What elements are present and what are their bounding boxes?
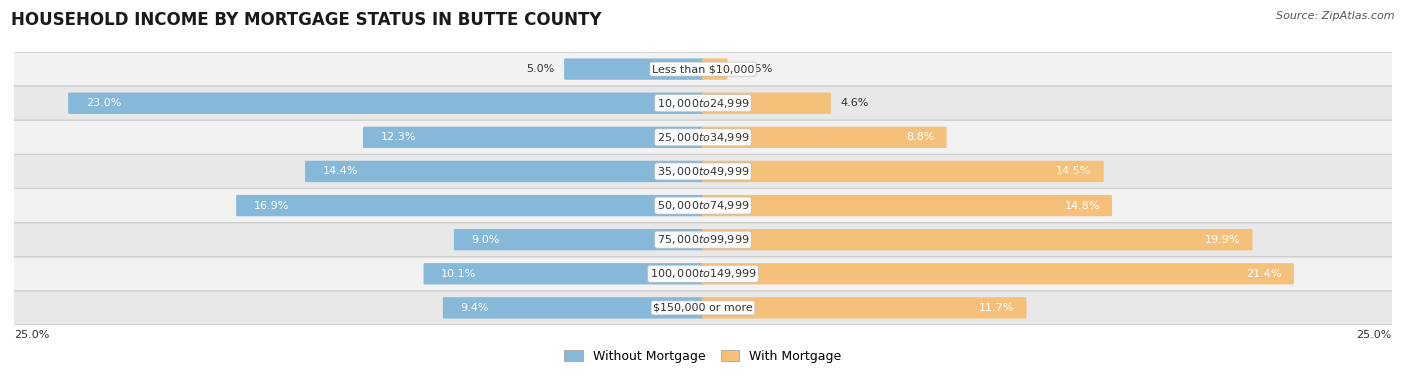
Text: Less than $10,000: Less than $10,000: [652, 64, 754, 74]
Text: 12.3%: 12.3%: [381, 132, 416, 143]
Text: $25,000 to $34,999: $25,000 to $34,999: [657, 131, 749, 144]
Text: 9.4%: 9.4%: [461, 303, 489, 313]
FancyBboxPatch shape: [4, 291, 1402, 325]
Text: $150,000 or more: $150,000 or more: [654, 303, 752, 313]
FancyBboxPatch shape: [564, 58, 704, 80]
FancyBboxPatch shape: [702, 263, 1294, 284]
FancyBboxPatch shape: [4, 121, 1402, 154]
FancyBboxPatch shape: [4, 189, 1402, 222]
FancyBboxPatch shape: [4, 257, 1402, 291]
FancyBboxPatch shape: [443, 297, 704, 319]
Text: $10,000 to $24,999: $10,000 to $24,999: [657, 97, 749, 110]
Legend: Without Mortgage, With Mortgage: Without Mortgage, With Mortgage: [564, 350, 842, 363]
Text: 4.6%: 4.6%: [841, 98, 869, 108]
Text: $75,000 to $99,999: $75,000 to $99,999: [657, 233, 749, 246]
FancyBboxPatch shape: [702, 58, 727, 80]
FancyBboxPatch shape: [702, 195, 1112, 216]
Text: 25.0%: 25.0%: [1357, 330, 1392, 340]
FancyBboxPatch shape: [702, 127, 946, 148]
FancyBboxPatch shape: [423, 263, 704, 284]
Text: 21.4%: 21.4%: [1246, 269, 1282, 279]
Text: 14.4%: 14.4%: [323, 166, 359, 176]
Text: 9.0%: 9.0%: [471, 234, 501, 245]
Text: 14.8%: 14.8%: [1064, 201, 1099, 211]
Text: $100,000 to $149,999: $100,000 to $149,999: [650, 267, 756, 280]
FancyBboxPatch shape: [702, 229, 1253, 250]
Text: 23.0%: 23.0%: [86, 98, 121, 108]
Text: 8.8%: 8.8%: [905, 132, 935, 143]
FancyBboxPatch shape: [305, 161, 704, 182]
FancyBboxPatch shape: [236, 195, 704, 216]
Text: 5.0%: 5.0%: [526, 64, 554, 74]
Text: $35,000 to $49,999: $35,000 to $49,999: [657, 165, 749, 178]
Text: 19.9%: 19.9%: [1205, 234, 1240, 245]
Text: Source: ZipAtlas.com: Source: ZipAtlas.com: [1277, 11, 1395, 21]
FancyBboxPatch shape: [363, 127, 704, 148]
Text: 25.0%: 25.0%: [14, 330, 49, 340]
FancyBboxPatch shape: [4, 52, 1402, 86]
FancyBboxPatch shape: [4, 155, 1402, 188]
FancyBboxPatch shape: [4, 223, 1402, 256]
FancyBboxPatch shape: [702, 297, 1026, 319]
FancyBboxPatch shape: [702, 93, 831, 114]
FancyBboxPatch shape: [4, 86, 1402, 120]
Text: 10.1%: 10.1%: [441, 269, 477, 279]
Text: $50,000 to $74,999: $50,000 to $74,999: [657, 199, 749, 212]
FancyBboxPatch shape: [702, 161, 1104, 182]
Text: 11.7%: 11.7%: [979, 303, 1014, 313]
FancyBboxPatch shape: [454, 229, 704, 250]
Text: 14.5%: 14.5%: [1056, 166, 1091, 176]
FancyBboxPatch shape: [67, 93, 704, 114]
Text: 16.9%: 16.9%: [254, 201, 290, 211]
Text: HOUSEHOLD INCOME BY MORTGAGE STATUS IN BUTTE COUNTY: HOUSEHOLD INCOME BY MORTGAGE STATUS IN B…: [11, 11, 602, 29]
Text: 0.85%: 0.85%: [738, 64, 773, 74]
